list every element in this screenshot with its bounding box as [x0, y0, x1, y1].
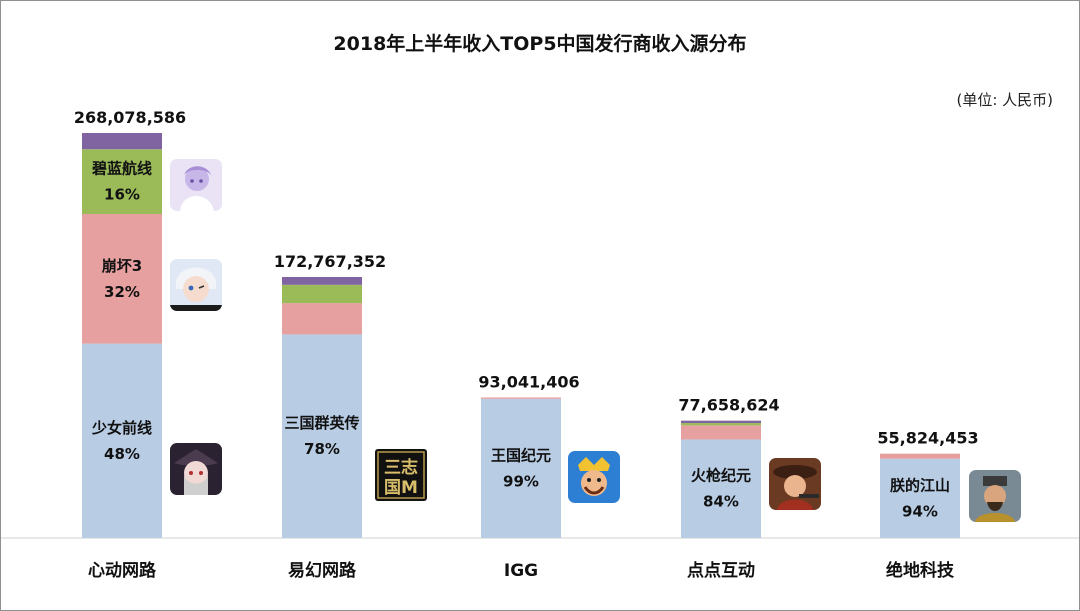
segment-percent-label: 84%: [703, 493, 739, 511]
chart-labels: 少女前线 48% 崩坏3 32% 碧蓝航线 16% 268,078,586 心动网路 三国群英传…: [74, 108, 979, 581]
bar-segment-4-1: [681, 439, 761, 538]
chart-title: 2018年上半年收入TOP5中国发行商收入源分布: [333, 33, 747, 55]
bar-segment-3-1: [481, 398, 561, 538]
x-tick-label: 易幻网路: [288, 560, 357, 581]
guns-of-glory-icon: [769, 458, 821, 510]
svg-text:三志: 三志: [384, 457, 418, 478]
bar-segment-2-3: [282, 284, 362, 304]
bar-segment-2-4: [282, 276, 362, 285]
bar-total-label: 77,658,624: [678, 396, 779, 415]
honkai-impact-icon: [170, 259, 222, 311]
bar-segment-3-2: [481, 397, 561, 399]
segment-game-label: 火枪纪元: [691, 467, 751, 485]
girls-frontline-icon: [170, 443, 222, 495]
bar-stacks: [82, 133, 960, 538]
three-kingdoms-icon: 三志 国M: [375, 449, 427, 501]
bar-segment-1-3: [82, 149, 162, 215]
segment-game-label: 少女前线: [91, 419, 152, 437]
bar-segment-1-2: [82, 214, 162, 344]
segment-game-label: 崩坏3: [102, 257, 142, 275]
segment-game-label: 王国纪元: [491, 446, 551, 464]
bar-segment-1-1: [82, 343, 162, 538]
bar-segment-1-4: [82, 133, 162, 150]
bar-segment-2-2: [282, 303, 362, 335]
bar-segment-2-1: [282, 334, 362, 538]
segment-game-label: 朕的江山: [890, 476, 950, 494]
segment-game-label: 三国群英传: [284, 414, 359, 432]
azur-lane-icon: [170, 159, 222, 211]
bar-total-label: 55,824,453: [877, 429, 978, 448]
bar-segment-5-2: [880, 453, 960, 459]
bar-segment-4-3: [681, 423, 761, 426]
bar-segment-5-1: [880, 458, 960, 538]
segment-percent-label: 99%: [503, 472, 539, 490]
x-tick-label: 点点互动: [687, 560, 755, 581]
bar-segment-4-2: [681, 425, 761, 440]
segment-game-label: 碧蓝航线: [91, 160, 152, 178]
zhen-jiangshan-icon: [969, 470, 1021, 522]
bar-total-label: 93,041,406: [478, 372, 579, 391]
x-tick-label: IGG: [504, 561, 538, 581]
svg-text:国M: 国M: [384, 478, 418, 498]
segment-percent-label: 16%: [104, 186, 140, 204]
segment-percent-label: 94%: [902, 502, 938, 520]
x-tick-label: 绝地科技: [886, 560, 955, 581]
bar-total-label: 268,078,586: [74, 108, 186, 127]
segment-percent-label: 32%: [104, 283, 140, 301]
lords-mobile-icon: [568, 451, 620, 503]
bar-total-label: 172,767,352: [274, 252, 386, 271]
x-tick-label: 心动网路: [88, 560, 157, 581]
bar-segment-4-4: [681, 420, 761, 424]
segment-percent-label: 48%: [104, 445, 140, 463]
unit-note: (单位: 人民币): [956, 91, 1053, 109]
segment-percent-label: 78%: [304, 440, 340, 458]
